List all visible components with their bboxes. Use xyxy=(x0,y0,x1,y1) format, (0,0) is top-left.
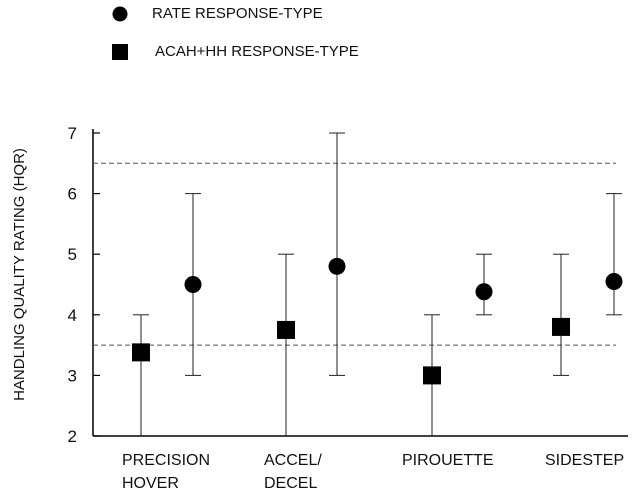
y-tick-label: 3 xyxy=(68,366,77,385)
data-point-circle xyxy=(605,272,623,290)
data-point-square xyxy=(552,317,570,336)
y-tick-label: 7 xyxy=(68,124,77,143)
data-point-circle xyxy=(475,283,493,301)
y-axis-label: HANDLING QUALITY RATING (HQR) xyxy=(11,148,28,401)
legend-square-marker xyxy=(112,44,128,60)
data-point-square xyxy=(423,366,441,385)
legend-circle-marker xyxy=(112,6,128,22)
x-category-label: DECEL xyxy=(264,475,317,492)
data-point-square xyxy=(132,343,150,362)
legend-item-acah: ACAH+HH RESPONSE-TYPE xyxy=(0,40,400,64)
y-tick-label: 2 xyxy=(68,427,77,446)
y-tick-label: 5 xyxy=(68,245,77,264)
data-point-circle xyxy=(328,257,346,275)
legend-label-acah: ACAH+HH RESPONSE-TYPE xyxy=(155,43,359,60)
x-category-label: PRECISION xyxy=(122,452,210,469)
y-tick-label: 4 xyxy=(68,306,77,325)
legend-label-rate: RATE RESPONSE-TYPE xyxy=(152,5,323,22)
x-category-label: HOVER xyxy=(122,475,179,492)
legend-item-rate: RATE RESPONSE-TYPE xyxy=(0,2,360,26)
data-point-square xyxy=(277,320,295,339)
x-category-label: ACCEL/ xyxy=(264,452,322,469)
data-point-circle xyxy=(184,276,202,293)
y-tick-label: 6 xyxy=(68,185,77,204)
x-category-label: SIDESTEP xyxy=(545,452,624,469)
x-category-label: PIROUETTE xyxy=(402,452,494,469)
